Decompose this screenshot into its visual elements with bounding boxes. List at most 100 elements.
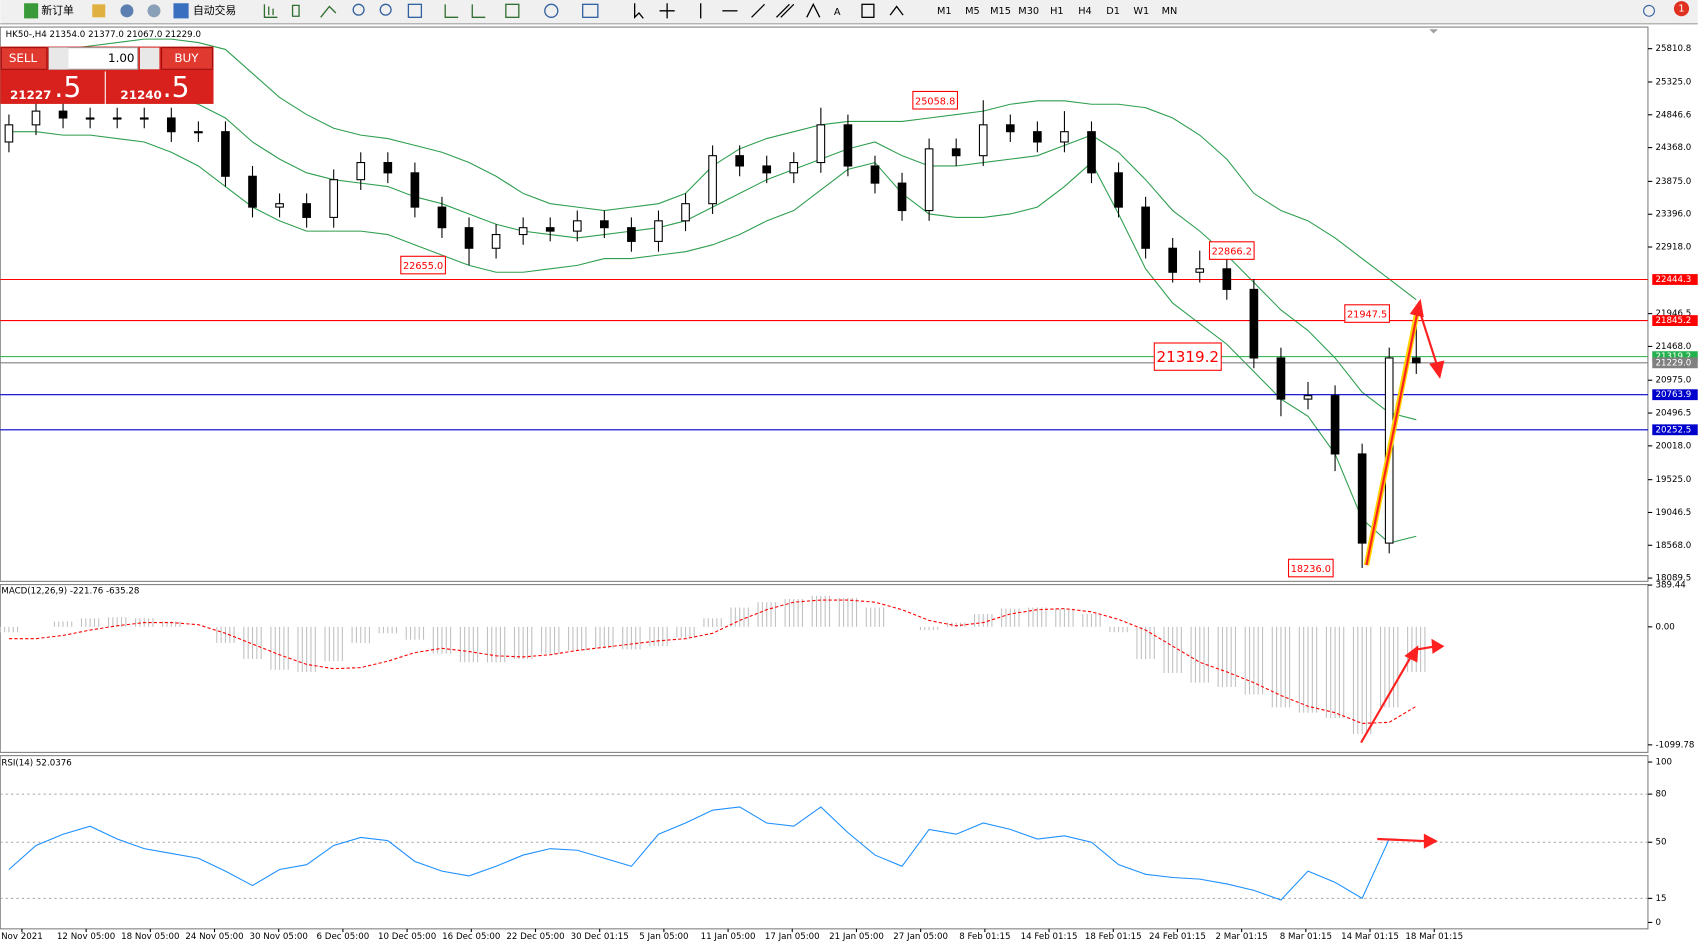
volume-up[interactable] [139, 47, 160, 70]
candle-body [139, 117, 149, 120]
sell-label[interactable]: SELL [9, 51, 38, 65]
candle-body [437, 206, 447, 229]
candle-body [1168, 247, 1178, 273]
tool-icon[interactable] [263, 4, 278, 18]
volume-value[interactable]: 1.00 [108, 51, 134, 65]
timeframe-button[interactable]: M5 [965, 6, 980, 17]
fibo[interactable] [806, 2, 821, 18]
rsi-arrow [1377, 837, 1428, 843]
y-tick-label: 0 [1656, 918, 1662, 928]
volume-down[interactable] [48, 47, 69, 70]
x-tick-label: 18 Mar 01:15 [1405, 932, 1463, 942]
timeframe-button[interactable]: W1 [1133, 6, 1149, 17]
timeframe-button[interactable]: M15 [990, 6, 1011, 17]
buy-button[interactable] [161, 47, 213, 70]
buy-price-fraction[interactable]: .5 [163, 71, 190, 104]
x-tick-label: 16 Dec 05:00 [442, 932, 500, 942]
candle-body [1060, 131, 1069, 143]
arrows[interactable] [889, 5, 904, 16]
macd-title: MACD(12,26,9) -221.76 -635.28 [1, 587, 139, 597]
y-tick-label: 18089.5 [1656, 574, 1692, 584]
timeframe-button[interactable]: H1 [1050, 6, 1064, 17]
toolbar-icon[interactable] [120, 4, 134, 18]
y-tick-label: 0.00 [1656, 622, 1675, 632]
macd-arrow [1360, 654, 1413, 744]
sell-price[interactable]: 21227 [10, 88, 51, 102]
x-tick-label: 14 Mar 01:15 [1341, 932, 1399, 942]
x-tick-label: 27 Jan 05:00 [893, 932, 948, 942]
tool-icon[interactable] [471, 4, 486, 18]
price-annotation-box [1208, 241, 1255, 260]
new-order-button[interactable]: 新订单 [41, 3, 74, 17]
candle-body [545, 227, 555, 232]
candle-body [302, 203, 311, 218]
tool-icon[interactable] [320, 5, 337, 18]
buy-label[interactable]: BUY [174, 51, 199, 65]
x-tick-label: 14 Feb 01:15 [1021, 932, 1078, 942]
arrow-head [1404, 645, 1419, 663]
toolbar-icon[interactable] [147, 4, 161, 18]
chart-tools[interactable] [263, 2, 904, 19]
toolbar-icon[interactable] [92, 4, 106, 18]
candle-body [356, 162, 366, 181]
candle-body [843, 124, 853, 167]
y-tick-label: 23396.0 [1656, 210, 1692, 220]
y-tick-label: 21468.0 [1656, 342, 1692, 352]
notification-count: 1 [1678, 4, 1684, 15]
trend-line[interactable] [751, 3, 766, 18]
new-order-icon[interactable] [24, 3, 39, 19]
level-tag-label: 21319.2 [1656, 352, 1692, 362]
text-label[interactable] [861, 3, 875, 18]
price-annotation: 22655.0 [403, 261, 443, 272]
macd-panel [0, 584, 1649, 753]
level-tag-label: 21845.2 [1656, 316, 1692, 326]
auto-trading-icon[interactable] [173, 3, 189, 19]
y-tick-label: 20496.5 [1656, 409, 1692, 419]
arrow-head [1429, 360, 1445, 379]
candle-body [1195, 268, 1205, 273]
level-tag-label: 21229.0 [1656, 358, 1692, 368]
timeframe-button[interactable]: M1 [937, 6, 952, 17]
price-annotation-box [1287, 558, 1334, 578]
y-tick-label: 20018.0 [1656, 441, 1692, 451]
timeframe-button[interactable]: D1 [1106, 6, 1120, 17]
zoom-out[interactable] [379, 3, 392, 16]
text-tool[interactable]: A [834, 7, 841, 18]
price-annotation-box [1153, 342, 1222, 371]
timeframes: M1 M5 M15 M30 H1 H4 D1 W1 MN [937, 6, 1177, 17]
sell-button[interactable] [0, 47, 48, 70]
indicators[interactable] [505, 3, 520, 18]
zoom-in[interactable] [352, 3, 365, 16]
candle-body [383, 162, 393, 174]
arrow-head [1423, 833, 1438, 849]
candle-body [897, 182, 907, 212]
auto-trading-button[interactable]: 自动交易 [193, 3, 236, 17]
candle-body [1276, 357, 1286, 400]
timeframe-button[interactable]: M30 [1018, 6, 1039, 17]
x-tick-label: 8 Mar 01:15 [1280, 932, 1332, 942]
tool-icon[interactable] [291, 4, 300, 17]
crosshair[interactable] [659, 3, 675, 19]
down-arrow [1417, 307, 1439, 369]
periods[interactable] [544, 3, 559, 18]
y-tick-label: 15 [1656, 894, 1667, 904]
candle-body [464, 227, 474, 249]
cursor[interactable] [634, 3, 644, 19]
toolbar [0, 0, 1698, 24]
candle-body [518, 227, 528, 236]
buy-price[interactable]: 21240 [120, 88, 161, 102]
channel[interactable] [776, 3, 795, 18]
templates[interactable] [582, 3, 599, 18]
candle-body [816, 124, 826, 164]
search[interactable] [1643, 4, 1655, 17]
tile-windows[interactable] [407, 3, 423, 18]
sell-price-fraction[interactable]: .5 [54, 71, 81, 104]
candle-body [1303, 395, 1313, 400]
candle-body [1357, 453, 1367, 544]
timeframe-button[interactable]: H4 [1078, 6, 1092, 17]
notification-badge[interactable] [1673, 1, 1690, 17]
candle-body [221, 131, 230, 177]
tool-icon[interactable] [444, 4, 459, 18]
timeframe-button[interactable]: MN [1162, 6, 1178, 17]
x-tick-label: 10 Dec 05:00 [378, 932, 436, 942]
